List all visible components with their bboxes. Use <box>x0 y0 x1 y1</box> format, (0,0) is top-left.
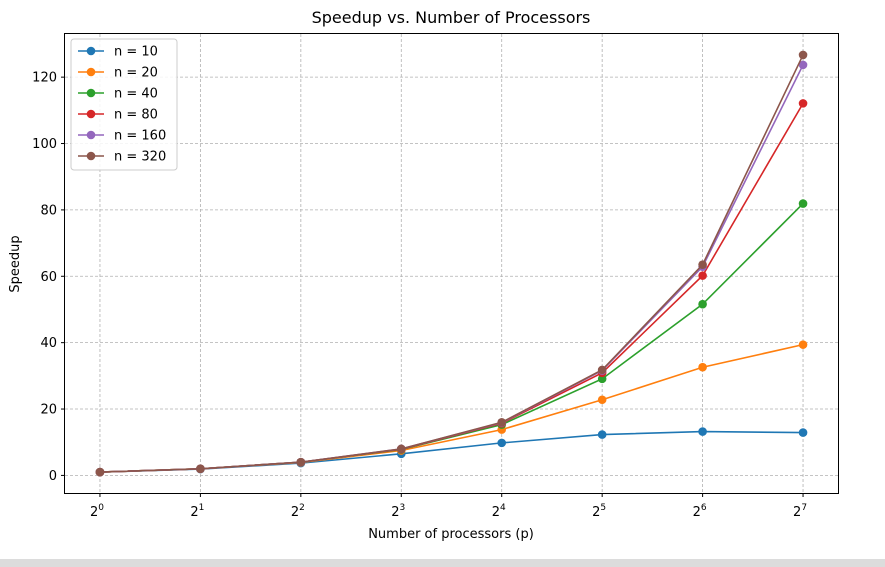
legend-label: n = 320 <box>114 150 166 165</box>
y-tick-label: 0 <box>49 469 57 484</box>
data-point <box>698 362 707 372</box>
plot-frame <box>64 33 839 494</box>
legend-item: n = 320 <box>78 150 166 165</box>
data-point <box>698 427 707 436</box>
y-axis-label: Speedup <box>8 235 23 292</box>
data-point <box>698 299 707 309</box>
legend-label: n = 40 <box>114 87 158 102</box>
chart-title: Speedup vs. Number of Processors <box>312 8 591 27</box>
series-line <box>99 102 804 473</box>
series-layer <box>95 50 808 477</box>
x-tick-label: 26 <box>693 503 707 520</box>
series-line <box>99 343 804 473</box>
series-line <box>99 54 804 473</box>
data-point <box>597 395 607 405</box>
x-axis-ticks: 20 21 22 23 24 25 26 27 <box>90 493 807 520</box>
y-tick-label: 120 <box>32 71 57 86</box>
legend-marker <box>86 88 96 98</box>
legend-label: n = 10 <box>114 45 158 60</box>
y-tick-label: 80 <box>40 203 57 218</box>
x-tick-label: 21 <box>190 503 204 520</box>
series-6 <box>95 50 808 477</box>
data-point <box>497 418 507 427</box>
x-tick-label: 20 <box>90 503 104 520</box>
data-point <box>497 438 507 448</box>
data-point <box>95 467 105 477</box>
data-point <box>798 428 808 437</box>
legend-label: n = 80 <box>114 108 158 123</box>
legend-item: n = 10 <box>78 45 158 60</box>
data-point <box>798 340 808 349</box>
data-point <box>196 464 205 474</box>
series-5 <box>95 60 808 477</box>
x-tick-label: 22 <box>291 503 305 520</box>
y-tick-label: 100 <box>32 137 57 152</box>
data-point <box>698 260 707 269</box>
data-point <box>798 50 808 60</box>
legend-item: n = 40 <box>78 87 158 102</box>
y-tick-label: 20 <box>40 403 57 418</box>
legend-marker <box>86 130 96 140</box>
window-bottom-strip <box>0 559 885 567</box>
series-4 <box>95 99 808 477</box>
series-line <box>99 64 804 473</box>
data-point <box>396 444 406 454</box>
data-point <box>698 271 707 280</box>
data-point <box>798 199 808 208</box>
data-point <box>597 430 607 439</box>
data-point <box>597 365 607 375</box>
x-tick-label: 24 <box>492 503 506 520</box>
x-tick-label: 23 <box>391 503 405 520</box>
grid-lines <box>65 34 838 493</box>
legend-item: n = 160 <box>78 129 166 144</box>
x-axis-label: Number of processors (p) <box>368 527 534 542</box>
y-axis-ticks: 0 20 40 60 80 100 120 <box>32 71 65 484</box>
y-tick-label: 40 <box>40 336 57 351</box>
legend: n = 10 n = 20 n = 40 n = 80 n = 160 n = 320 <box>70 38 178 171</box>
x-tick-label: 27 <box>793 503 807 520</box>
legend-marker <box>86 67 96 77</box>
legend-marker <box>86 151 96 161</box>
data-point <box>798 60 808 70</box>
legend-item: n = 80 <box>78 108 158 123</box>
data-point <box>798 99 808 108</box>
legend-label: n = 20 <box>114 66 158 81</box>
series-2 <box>95 340 808 477</box>
legend-item: n = 20 <box>78 66 158 81</box>
y-tick-label: 60 <box>40 270 57 285</box>
legend-marker <box>86 46 96 56</box>
data-point <box>296 457 306 467</box>
legend-marker <box>86 109 96 119</box>
legend-label: n = 160 <box>114 129 166 144</box>
data-point <box>597 374 607 384</box>
x-tick-label: 25 <box>592 503 606 520</box>
